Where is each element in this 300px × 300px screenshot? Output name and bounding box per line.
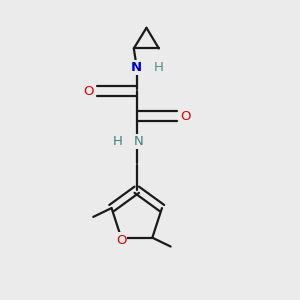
Text: H: H — [113, 135, 122, 148]
Text: O: O — [83, 85, 93, 98]
Text: N: N — [131, 61, 142, 74]
Text: N: N — [133, 135, 143, 148]
Text: O: O — [180, 110, 190, 123]
Text: O: O — [116, 233, 126, 247]
Text: H: H — [154, 61, 164, 74]
